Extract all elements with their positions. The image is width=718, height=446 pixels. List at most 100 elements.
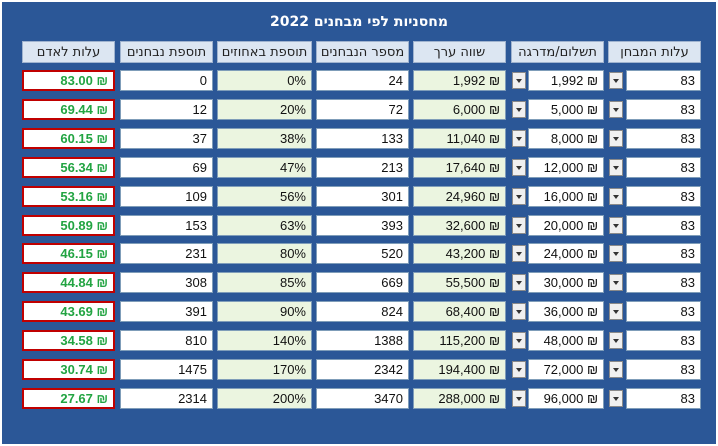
chevron-down-icon[interactable]	[609, 274, 623, 292]
value-worth-cell[interactable]: 24,960 ₪	[413, 185, 506, 207]
chevron-down-icon[interactable]	[609, 187, 623, 205]
num-examinees-cell[interactable]: 393	[316, 214, 409, 236]
chevron-down-icon[interactable]	[512, 332, 526, 350]
num-examinees-cell[interactable]: 72	[316, 98, 409, 120]
percent-bonus-cell[interactable]: 80%	[217, 243, 312, 265]
payment-level-cell[interactable]: 48,000 ₪	[528, 330, 604, 352]
value-worth-cell[interactable]: 194,400 ₪	[413, 359, 506, 380]
chevron-down-icon[interactable]	[512, 187, 526, 205]
num-examinees-cell[interactable]: 2342	[316, 359, 409, 380]
chevron-down-icon[interactable]	[512, 158, 526, 176]
examinee-bonus-cell[interactable]: 37	[120, 127, 213, 149]
exam-cost-cell[interactable]: 83	[626, 156, 701, 178]
chevron-down-icon[interactable]	[609, 158, 623, 176]
num-examinees-cell[interactable]: 669	[316, 272, 409, 294]
payment-level-cell[interactable]: 30,000 ₪	[528, 272, 604, 294]
payment-level-cell[interactable]: 5,000 ₪	[528, 98, 604, 120]
value-worth-cell[interactable]: 32,600 ₪	[413, 214, 506, 236]
chevron-down-icon[interactable]	[512, 72, 526, 89]
percent-bonus-cell[interactable]: 140%	[217, 330, 312, 352]
value-worth-cell[interactable]: 11,040 ₪	[413, 127, 506, 149]
value-worth-cell[interactable]: 55,500 ₪	[413, 272, 506, 294]
value-worth-cell[interactable]: 6,000 ₪	[413, 98, 506, 120]
num-examinees-cell[interactable]: 824	[316, 301, 409, 323]
num-examinees-cell[interactable]: 1388	[316, 330, 409, 352]
chevron-down-icon[interactable]	[609, 72, 623, 89]
percent-bonus-cell[interactable]: 0%	[217, 70, 312, 91]
percent-bonus-cell[interactable]: 20%	[217, 98, 312, 120]
value-worth-cell[interactable]: 1,992 ₪	[413, 70, 506, 91]
payment-level-cell[interactable]: 72,000 ₪	[528, 359, 604, 380]
exam-cost-cell[interactable]: 83	[626, 301, 701, 323]
exam-cost-cell[interactable]: 83	[626, 387, 701, 409]
exam-cost-cell[interactable]: 83	[626, 243, 701, 265]
num-examinees-cell[interactable]: 520	[316, 243, 409, 265]
value-worth-cell[interactable]: 68,400 ₪	[413, 301, 506, 323]
payment-level-cell[interactable]: 96,000 ₪	[528, 387, 604, 409]
payment-level-cell[interactable]: 36,000 ₪	[528, 301, 604, 323]
num-examinees-cell[interactable]: 301	[316, 185, 409, 207]
exam-cost-cell[interactable]: 83	[626, 185, 701, 207]
payment-level-cell[interactable]: 12,000 ₪	[528, 156, 604, 178]
value-worth-cell[interactable]: 17,640 ₪	[413, 156, 506, 178]
chevron-down-icon[interactable]	[609, 303, 623, 321]
cost-per-person-cell[interactable]: 56.34 ₪	[22, 156, 115, 178]
cost-per-person-cell[interactable]: 83.00 ₪	[22, 70, 115, 91]
value-worth-cell[interactable]: 115,200 ₪	[413, 330, 506, 352]
num-examinees-cell[interactable]: 133	[316, 127, 409, 149]
examinee-bonus-cell[interactable]: 231	[120, 243, 213, 265]
value-worth-cell[interactable]: 288,000 ₪	[413, 387, 506, 409]
examinee-bonus-cell[interactable]: 810	[120, 330, 213, 352]
chevron-down-icon[interactable]	[609, 332, 623, 350]
cost-per-person-cell[interactable]: 53.16 ₪	[22, 185, 115, 207]
cost-per-person-cell[interactable]: 34.58 ₪	[22, 330, 115, 352]
cost-per-person-cell[interactable]: 44.84 ₪	[22, 272, 115, 294]
value-worth-cell[interactable]: 43,200 ₪	[413, 243, 506, 265]
num-examinees-cell[interactable]: 213	[316, 156, 409, 178]
cost-per-person-cell[interactable]: 27.67 ₪	[22, 387, 115, 409]
exam-cost-cell[interactable]: 83	[626, 127, 701, 149]
cost-per-person-cell[interactable]: 46.15 ₪	[22, 243, 115, 265]
chevron-down-icon[interactable]	[609, 361, 623, 378]
chevron-down-icon[interactable]	[512, 274, 526, 292]
examinee-bonus-cell[interactable]: 308	[120, 272, 213, 294]
payment-level-cell[interactable]: 24,000 ₪	[528, 243, 604, 265]
chevron-down-icon[interactable]	[512, 129, 526, 147]
chevron-down-icon[interactable]	[512, 245, 526, 263]
chevron-down-icon[interactable]	[609, 129, 623, 147]
percent-bonus-cell[interactable]: 200%	[217, 387, 312, 409]
cost-per-person-cell[interactable]: 60.15 ₪	[22, 127, 115, 149]
percent-bonus-cell[interactable]: 85%	[217, 272, 312, 294]
examinee-bonus-cell[interactable]: 0	[120, 70, 213, 91]
chevron-down-icon[interactable]	[512, 303, 526, 321]
num-examinees-cell[interactable]: 3470	[316, 387, 409, 409]
chevron-down-icon[interactable]	[512, 389, 526, 407]
cost-per-person-cell[interactable]: 69.44 ₪	[22, 98, 115, 120]
examinee-bonus-cell[interactable]: 109	[120, 185, 213, 207]
percent-bonus-cell[interactable]: 56%	[217, 185, 312, 207]
exam-cost-cell[interactable]: 83	[626, 98, 701, 120]
exam-cost-cell[interactable]: 83	[626, 272, 701, 294]
percent-bonus-cell[interactable]: 170%	[217, 359, 312, 380]
examinee-bonus-cell[interactable]: 2314	[120, 387, 213, 409]
exam-cost-cell[interactable]: 83	[626, 330, 701, 352]
percent-bonus-cell[interactable]: 47%	[217, 156, 312, 178]
payment-level-cell[interactable]: 20,000 ₪	[528, 214, 604, 236]
num-examinees-cell[interactable]: 24	[316, 70, 409, 91]
exam-cost-cell[interactable]: 83	[626, 359, 701, 380]
percent-bonus-cell[interactable]: 38%	[217, 127, 312, 149]
exam-cost-cell[interactable]: 83	[626, 70, 701, 91]
examinee-bonus-cell[interactable]: 153	[120, 214, 213, 236]
chevron-down-icon[interactable]	[512, 100, 526, 118]
cost-per-person-cell[interactable]: 43.69 ₪	[22, 301, 115, 323]
percent-bonus-cell[interactable]: 90%	[217, 301, 312, 323]
chevron-down-icon[interactable]	[609, 100, 623, 118]
cost-per-person-cell[interactable]: 30.74 ₪	[22, 359, 115, 380]
payment-level-cell[interactable]: 1,992 ₪	[528, 70, 604, 91]
chevron-down-icon[interactable]	[512, 216, 526, 234]
chevron-down-icon[interactable]	[512, 361, 526, 378]
examinee-bonus-cell[interactable]: 12	[120, 98, 213, 120]
payment-level-cell[interactable]: 8,000 ₪	[528, 127, 604, 149]
chevron-down-icon[interactable]	[609, 389, 623, 407]
examinee-bonus-cell[interactable]: 1475	[120, 359, 213, 380]
